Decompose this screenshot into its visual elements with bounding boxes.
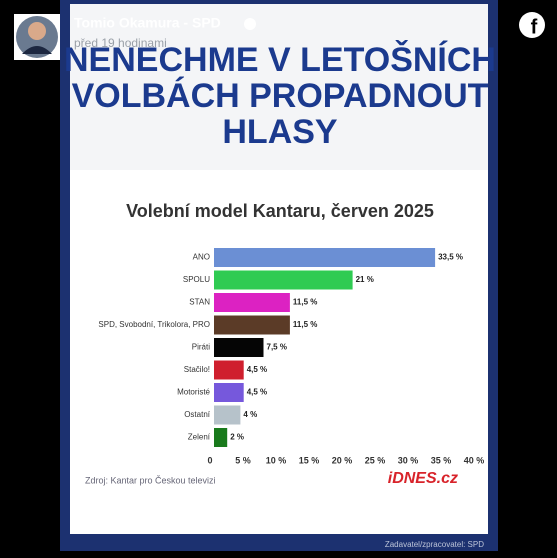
post-time[interactable]: před 19 hodinami	[74, 36, 167, 50]
value-label: 21 %	[356, 275, 374, 284]
x-tick-label: 0	[207, 455, 212, 465]
x-tick-label: 10 %	[266, 455, 287, 465]
headline: HLASY	[222, 113, 338, 151]
value-label: 2 %	[230, 433, 244, 442]
bar	[214, 428, 228, 447]
value-label: 4,5 %	[247, 365, 267, 374]
bar	[214, 248, 436, 267]
value-label: 11,5 %	[293, 320, 317, 329]
bar	[214, 383, 244, 402]
x-tick-label: 40 %	[464, 455, 485, 465]
category-label: Stačilo!	[184, 365, 210, 374]
avatar-body	[22, 46, 52, 54]
value-label: 7,5 %	[267, 343, 287, 352]
logo: iDNES.cz	[388, 470, 458, 487]
value-label: 11,5 %	[293, 298, 317, 307]
facebook-logo[interactable]	[519, 12, 545, 38]
facebook-f: f	[531, 16, 538, 38]
category-label: Ostatní	[184, 410, 211, 419]
x-tick-label: 30 %	[398, 455, 419, 465]
bar	[214, 360, 244, 380]
bar	[214, 338, 264, 357]
bar	[214, 270, 353, 290]
bar	[214, 293, 290, 312]
footer: Zadavatel/zpracovatel: SPD	[385, 540, 484, 549]
value-label: 33,5 %	[438, 253, 463, 262]
value-label: 4,5 %	[247, 388, 267, 397]
value-label: 4 %	[243, 410, 257, 419]
category-label: Zelení	[188, 433, 211, 442]
verified-badge	[244, 18, 256, 30]
avatar-face	[28, 22, 46, 40]
bar	[214, 405, 241, 425]
source: Zdroj: Kantar pro Českou televizi	[85, 475, 216, 485]
category-label: STAN	[189, 298, 210, 307]
category-label: Piráti	[192, 343, 210, 352]
x-tick-label: 5 %	[235, 455, 251, 465]
x-tick-label: 35 %	[431, 455, 452, 465]
chart-card	[70, 170, 488, 534]
x-tick-label: 15 %	[299, 455, 320, 465]
x-tick-label: 20 %	[332, 455, 353, 465]
headline: NENECHME V LETOŠNÍCH	[64, 40, 496, 79]
category-label: SPD, Svobodní, Trikolora, PRO	[98, 320, 210, 329]
category-label: SPOLU	[183, 275, 210, 284]
chart-title: Volební model Kantaru, červen 2025	[126, 201, 434, 221]
bar	[214, 315, 290, 335]
author[interactable]: Tomio Okamura - SPD	[74, 15, 221, 31]
x-tick-label: 25 %	[365, 455, 386, 465]
category-label: ANO	[193, 253, 210, 262]
headline: VOLBÁCH PROPADNOUT	[72, 77, 489, 115]
category-label: Motoristé	[177, 388, 210, 397]
